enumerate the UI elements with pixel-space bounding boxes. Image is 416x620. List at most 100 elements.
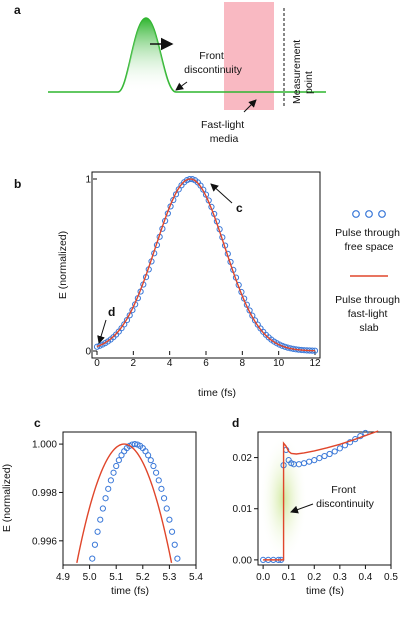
data-point-free-space (93, 343, 101, 350)
data-point-free-space (113, 462, 120, 470)
data-point-free-space (91, 541, 99, 548)
y-tick-label: 0 (85, 347, 91, 358)
x-tick-label: 4.9 (56, 572, 70, 583)
data-point-free-space (115, 457, 122, 464)
y-tick-label: 1.000 (32, 440, 57, 451)
data-point-free-space (102, 495, 109, 502)
panel-c-frame (62, 431, 197, 566)
x-tick-label: 10 (273, 358, 285, 369)
annotation-d-arrow (97, 319, 107, 344)
x-tick-label: 0.0 (256, 572, 270, 583)
data-point-free-space (147, 457, 154, 464)
panel-b-x-ticks: 0 2 4 6 8 10 12 (94, 351, 321, 369)
measurement-point-label: Measurement point (291, 37, 315, 104)
data-point-free-space (155, 477, 162, 484)
panel-c-free-space-series (89, 440, 181, 562)
data-point-free-space (110, 469, 117, 476)
data-point-free-space (316, 454, 323, 462)
annotation-d: d (108, 305, 115, 319)
x-tick-label: 0.4 (358, 572, 372, 583)
y-tick-label: 0.996 (32, 536, 57, 547)
data-point-free-space (158, 485, 165, 492)
data-point-free-space (160, 495, 168, 502)
panel-b-xlabel: time (fs) (198, 387, 236, 399)
panel-b-free-space-series (93, 176, 319, 354)
x-tick-label: 5.0 (83, 572, 97, 583)
x-tick-label: 5.4 (189, 572, 203, 583)
x-tick-label: 0.3 (333, 572, 347, 583)
data-point-free-space (107, 477, 114, 484)
x-tick-label: 12 (309, 358, 321, 369)
legend-marker-circle (378, 210, 386, 218)
legend-fast-light-label: Pulse through fast-light slab (335, 294, 403, 334)
data-point-free-space (131, 440, 138, 448)
x-tick-label: 5.1 (109, 572, 123, 583)
panel-c-ylabel: E (normalized) (1, 464, 13, 532)
data-point-free-space (145, 452, 152, 459)
data-point-free-space (197, 182, 204, 189)
panel-a-label: a (14, 3, 21, 17)
x-tick-label: 0.1 (282, 572, 296, 583)
x-tick-label: 4 (167, 358, 173, 369)
data-point-free-space (94, 528, 101, 535)
y-tick-label: 0.01 (233, 504, 253, 515)
panel-d-x-ticks: 0.0 0.1 0.2 0.3 0.4 0.5 (256, 565, 398, 583)
data-point-free-space (168, 528, 176, 535)
panel-d: d 0.0 0.1 0.2 0.3 0.4 0.5 0.00 0.01 0.02 time (… (232, 416, 398, 597)
front-discontinuity-label: Front discontinuity (184, 50, 243, 76)
data-point-free-space (331, 448, 338, 455)
data-point-free-space (336, 445, 343, 452)
annotation-c-arrow (210, 183, 233, 204)
data-point-free-space (311, 457, 318, 464)
data-point-free-space (89, 555, 96, 562)
data-point-free-space (153, 469, 160, 476)
data-point-free-space (150, 462, 157, 470)
x-tick-label: 5.2 (136, 572, 150, 583)
panel-b-label: b (14, 177, 21, 191)
front-discontinuity-arrow (175, 81, 188, 91)
panel-d-y-ticks: 0.00 0.01 0.02 (233, 453, 258, 566)
annotation-c: c (236, 201, 243, 215)
panel-c-fast-light-curve (76, 443, 173, 563)
x-tick-label: 0.5 (384, 572, 398, 583)
legend: Pulse through free space Pulse through f… (335, 210, 403, 334)
panel-d-front-label: Front discontinuity (316, 484, 375, 510)
x-tick-label: 0.2 (307, 572, 321, 583)
data-point-free-space (97, 516, 104, 523)
data-point-free-space (326, 450, 333, 458)
data-point-free-space (121, 321, 128, 328)
data-point-free-space (279, 342, 286, 349)
x-tick-label: 5.3 (162, 572, 176, 583)
legend-marker-circle (365, 210, 373, 218)
panel-b: b 0 2 4 6 8 10 12 01 time (fs) E (normalized) … (14, 171, 403, 399)
panel-c: c 4.9 5.0 5.1 5.2 5.3 5.4 0.996 0.998 1.000 tim… (1, 416, 203, 597)
data-point-free-space (99, 505, 107, 512)
y-tick-label: 0.02 (233, 453, 253, 464)
panel-c-xlabel: time (fs) (111, 585, 149, 597)
panel-a: a Front discontinuity Fast-light media M… (14, 2, 326, 145)
fast-light-slab (224, 2, 274, 110)
panel-c-y-ticks: 0.996 0.998 1.000 (32, 440, 63, 547)
x-tick-label: 2 (131, 358, 137, 369)
data-point-free-space (352, 436, 359, 443)
panel-b-frame (91, 171, 321, 359)
x-tick-label: 6 (203, 358, 209, 369)
y-tick-label: 1 (85, 175, 91, 186)
media-arrow (243, 99, 257, 113)
x-tick-label: 8 (240, 358, 246, 369)
y-tick-label: 0.998 (32, 488, 57, 499)
legend-free-space-label: Pulse through free space (335, 227, 403, 253)
panel-c-label: c (34, 416, 41, 430)
panel-c-x-ticks: 4.9 5.0 5.1 5.2 5.3 5.4 (56, 565, 203, 583)
data-point-free-space (321, 452, 328, 460)
panel-d-label: d (232, 416, 239, 430)
legend-free-space-marker (352, 210, 386, 218)
panel-b-ylabel: E (normalized) (57, 231, 69, 299)
data-point-free-space (163, 505, 170, 512)
data-point-free-space (174, 555, 181, 562)
panel-d-xlabel: time (fs) (306, 585, 344, 597)
data-point-free-space (171, 541, 178, 548)
data-point-free-space (166, 516, 173, 523)
data-point-free-space (251, 317, 259, 324)
